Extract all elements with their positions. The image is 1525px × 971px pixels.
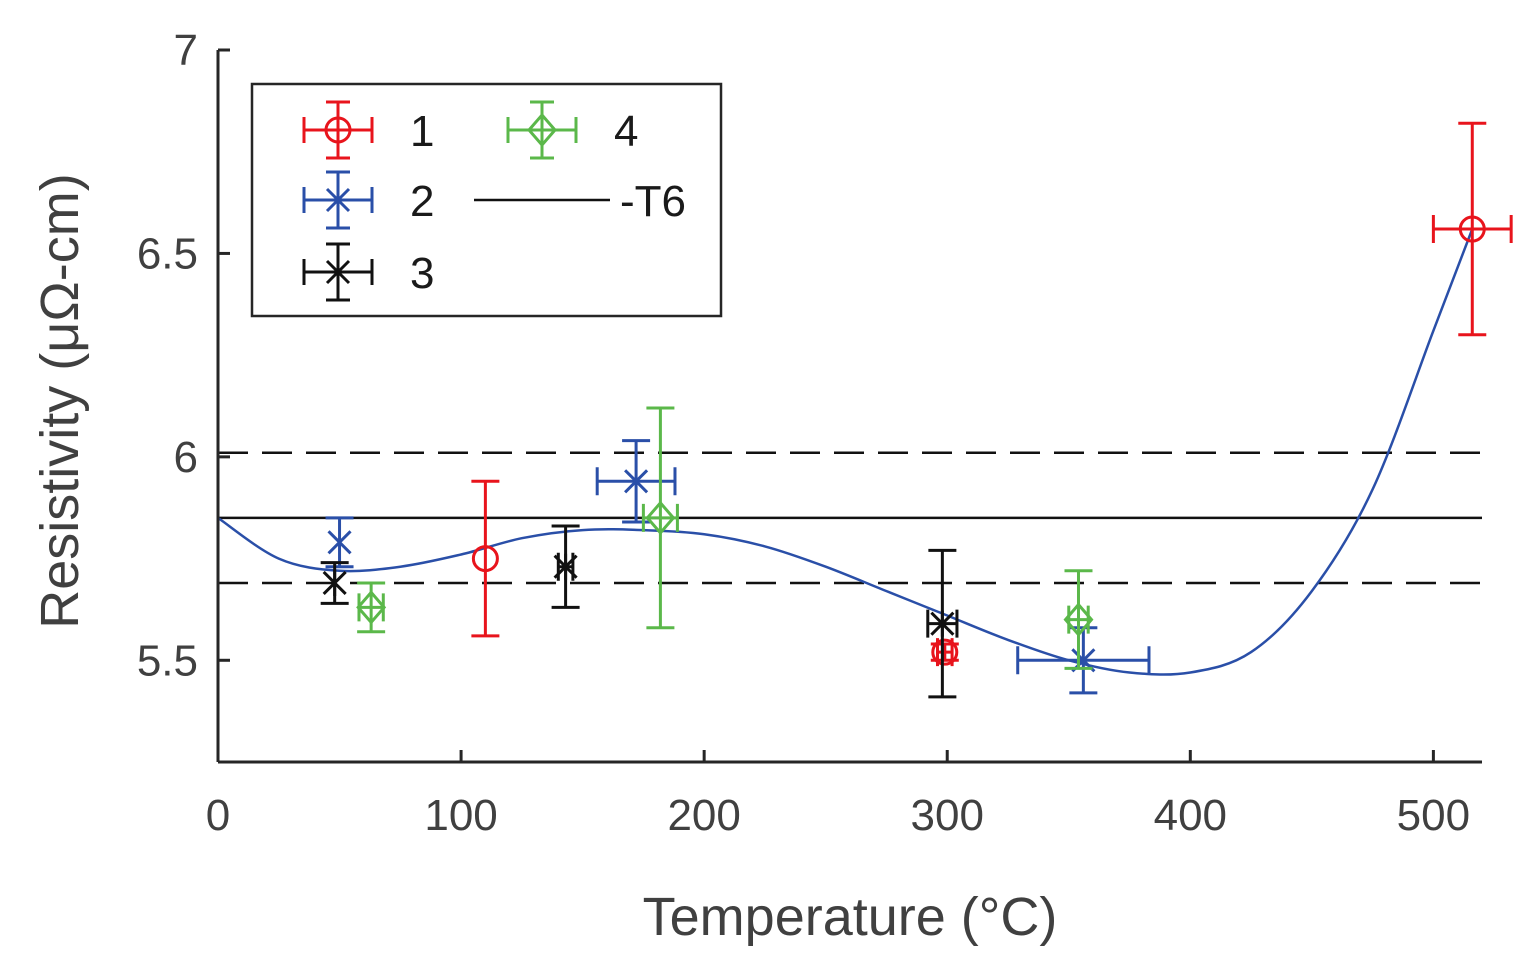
legend-errorbar-icon <box>506 100 578 160</box>
legend-entry-2: 2 <box>302 170 434 230</box>
y-tick-label: 7 <box>174 26 198 75</box>
legend: 1 2 3 4 -T6 <box>250 82 723 318</box>
legend-entry-4: 4 <box>506 100 638 160</box>
star-marker <box>322 569 347 596</box>
point-1-2 <box>930 638 959 667</box>
point-4-2 <box>641 406 679 630</box>
x-tick-label: 100 <box>424 791 497 840</box>
x-tick-label: 400 <box>1154 791 1227 840</box>
x-error-bar <box>1431 215 1513 244</box>
legend-label: 3 <box>410 249 434 298</box>
point-4-1 <box>356 581 387 634</box>
x-marker <box>327 530 352 555</box>
axes: 0 100 200 300 400 500 5.5 6 6.5 7 Temperature (°C)… <box>30 26 1482 947</box>
star-marker <box>553 553 578 580</box>
point-3-3 <box>926 548 959 699</box>
x-tick-label: 300 <box>911 791 984 840</box>
legend-marker <box>325 187 351 213</box>
series-4 <box>356 406 1094 670</box>
reference-lines <box>218 451 1482 585</box>
legend-label: 4 <box>614 107 638 156</box>
x-tick-label: 500 <box>1397 791 1470 840</box>
diamond-marker <box>645 500 676 536</box>
point-1-1 <box>471 479 500 638</box>
point-3-2 <box>551 524 580 609</box>
x-marker <box>624 469 649 494</box>
circle-marker <box>471 545 499 573</box>
series-2 <box>325 439 1151 695</box>
fit-curve-layer <box>217 228 1474 676</box>
legend-marker <box>527 112 557 148</box>
point-3-1 <box>320 561 349 605</box>
diamond-marker <box>356 590 387 625</box>
point-1-3 <box>1431 121 1513 337</box>
point-2-2 <box>595 439 677 524</box>
legend-errorbar-icon <box>302 100 374 160</box>
x-error-bar <box>1067 605 1090 634</box>
y-tick-label: 6 <box>174 433 198 482</box>
star-marker <box>930 610 955 637</box>
x-tick-label: 0 <box>206 791 230 840</box>
legend-entry-1: 1 <box>302 100 434 160</box>
data-points <box>320 121 1513 699</box>
y-tick-label: 5.5 <box>137 636 198 685</box>
y-error-bar <box>471 479 500 638</box>
point-2-1 <box>325 516 354 569</box>
point-4-3 <box>1063 569 1094 670</box>
x-axis-title: Temperature (°C) <box>643 887 1058 947</box>
y-axis-title: Resistivity (μΩ-cm) <box>30 173 90 628</box>
legend-label: 1 <box>410 107 434 156</box>
circle-marker <box>1458 215 1486 243</box>
legend-entry-5: -T6 <box>474 177 686 226</box>
y-tick-label: 6.5 <box>137 229 198 278</box>
series-1 <box>471 121 1513 667</box>
circle-marker <box>931 638 959 666</box>
fit-curve <box>217 228 1474 676</box>
x-tick-label: 200 <box>667 791 740 840</box>
series-3 <box>320 524 959 699</box>
legend-entry-3: 3 <box>302 242 434 302</box>
legend-label: 2 <box>410 177 434 226</box>
diamond-marker <box>1063 602 1094 637</box>
legend-marker <box>324 116 352 144</box>
legend-label: -T6 <box>620 177 686 226</box>
legend-marker <box>325 259 351 285</box>
point-2-3 <box>1016 626 1151 695</box>
